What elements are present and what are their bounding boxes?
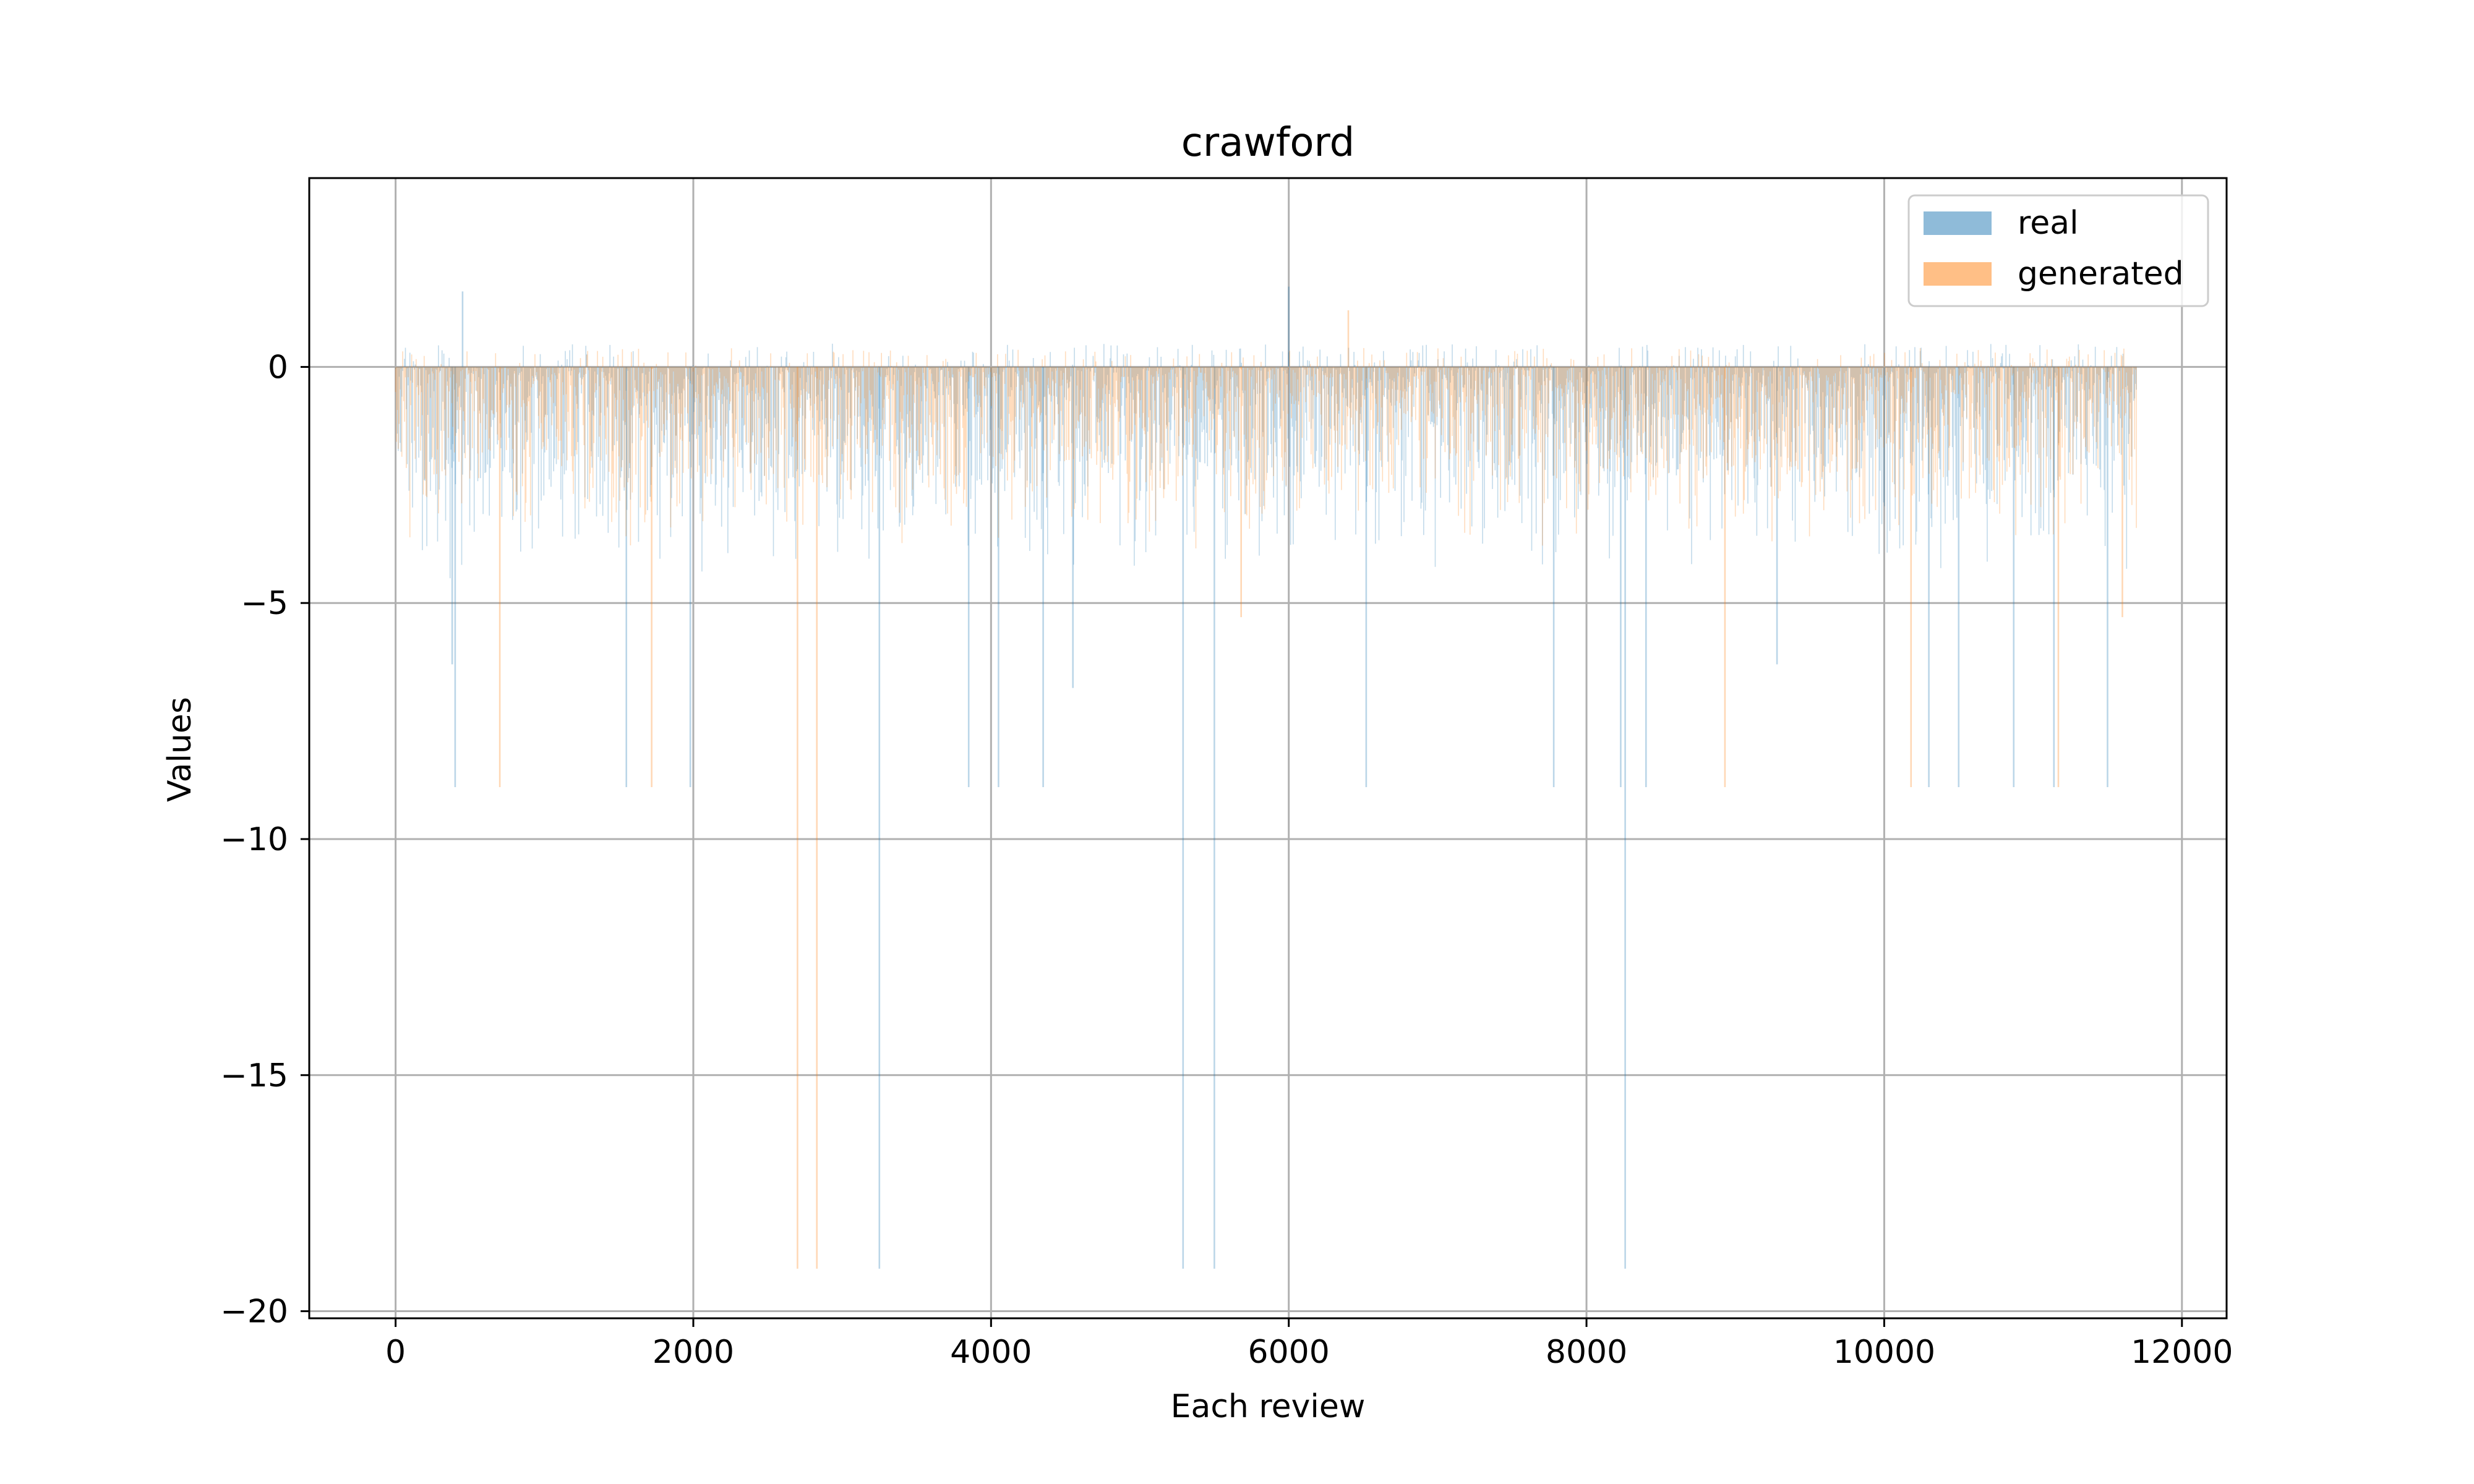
bar-spike — [1042, 367, 1044, 787]
chart-title: crawford — [1181, 120, 1355, 166]
y-tick-label: −5 — [241, 585, 288, 622]
bar-spike — [651, 367, 653, 787]
bar-spike — [1182, 367, 1184, 1269]
bar-spike — [998, 367, 999, 787]
bar-spike — [1240, 367, 1242, 618]
bar-spike — [1958, 367, 1960, 787]
plot-frame — [308, 177, 2228, 1320]
bar-spike — [2057, 367, 2060, 787]
bar-spike — [461, 291, 464, 367]
bar-spike — [1724, 367, 1726, 787]
legend-label-generated: generated — [2018, 255, 2184, 292]
bar-spike — [967, 367, 970, 787]
bar-spike — [2013, 367, 2015, 787]
x-tick-label: 2000 — [653, 1334, 734, 1371]
legend: real generated — [1907, 194, 2209, 307]
x-tick-label: 8000 — [1546, 1334, 1627, 1371]
ticks: 0 2000 4000 6000 8000 10000 12000 0 −5 −10 −15 −20 — [220, 349, 2233, 1371]
bar-spike — [1365, 367, 1368, 787]
bar-spike — [1776, 367, 1778, 665]
bar-spike — [2053, 367, 2055, 787]
bar-spike — [625, 367, 627, 787]
legend-label-real: real — [2018, 205, 2079, 242]
legend-swatch-generated — [1924, 262, 1992, 286]
y-axis-label: Values — [161, 697, 199, 802]
bar-spike — [1072, 367, 1074, 688]
bar-spike — [1552, 367, 1555, 787]
y-tick-label: 0 — [268, 349, 288, 386]
bar-spike — [689, 367, 691, 787]
bar-spike — [1347, 310, 1350, 367]
bar-spike — [2107, 367, 2108, 787]
bar-spike — [1910, 367, 1912, 787]
bar-spike — [816, 367, 818, 1269]
x-tick-label: 12000 — [2131, 1334, 2233, 1371]
bar-spike — [878, 367, 881, 1269]
bars-layer — [395, 286, 2137, 1269]
bar-spike — [499, 367, 501, 787]
bar-spike — [451, 367, 453, 665]
bar-spike — [1645, 367, 1647, 787]
y-tick-label: −15 — [220, 1057, 288, 1094]
bar-spike — [1288, 286, 1290, 367]
bar-spike — [1620, 367, 1622, 787]
series-generated — [395, 310, 2137, 1269]
y-tick-label: −20 — [220, 1294, 288, 1331]
x-axis-label: Each review — [1171, 1388, 1366, 1425]
bar-spike — [1928, 367, 1930, 787]
x-tick-label: 10000 — [1833, 1334, 1935, 1371]
x-tick-label: 4000 — [950, 1334, 1032, 1371]
bar-spike — [1213, 367, 1215, 1269]
series-real — [395, 286, 2137, 1269]
x-tick-label: 0 — [385, 1334, 406, 1371]
bar-spike — [1624, 367, 1626, 1269]
bar-spike — [2121, 367, 2123, 618]
bar-spike — [454, 367, 456, 787]
bar-texture-real — [395, 343, 2137, 579]
legend-swatch-real — [1924, 211, 1992, 235]
bar-spike — [797, 367, 798, 1269]
x-tick-label: 6000 — [1248, 1334, 1330, 1371]
y-tick-label: −10 — [220, 821, 288, 858]
bar-texture-generated — [395, 348, 2137, 548]
grid — [309, 178, 2227, 1318]
